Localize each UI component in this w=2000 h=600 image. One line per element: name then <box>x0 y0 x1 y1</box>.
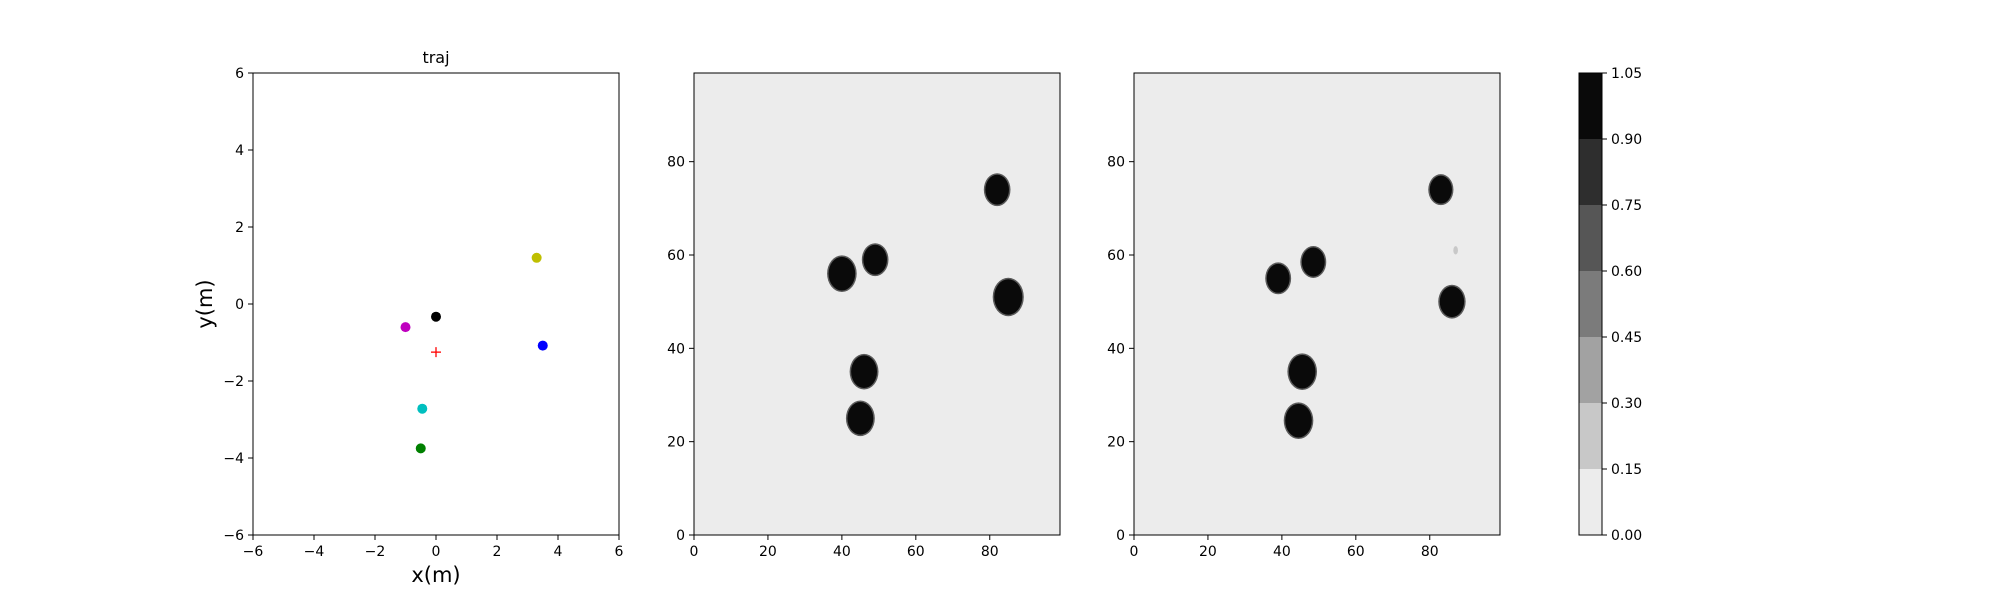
axis0-x-tick-label: 0 <box>432 544 441 560</box>
heatmap-2-y-ticks: 0 20 40 60 80 <box>1107 155 1134 544</box>
colorbar-bands <box>1579 73 1602 535</box>
colorbar-tick-label: 0.75 <box>1611 198 1642 214</box>
trajectory-panel: −6 −4 −2 0 2 4 6 −6 −4 −2 0 2 4 6 traj x(m) y(m) <box>193 48 624 587</box>
trajectory-point <box>431 311 441 322</box>
axis0-x-tick-label: −2 <box>365 544 386 560</box>
axis1-x-tick-label: 20 <box>759 544 777 560</box>
colorbar-tick-label: 0.30 <box>1611 396 1642 412</box>
axis1-y-tick-label: 80 <box>667 155 685 171</box>
colorbar-ticks: 0.00 0.15 0.30 0.45 0.60 0.75 0.90 1.05 <box>1602 66 1642 544</box>
trajectory-goal-marker <box>431 347 441 358</box>
trajectory-x-ticks: −6 −4 −2 0 2 4 6 <box>243 535 624 560</box>
axis2-x-tick-label: 20 <box>1199 544 1217 560</box>
colorbar-band <box>1579 271 1602 337</box>
heatmap-panel-1: 0 20 40 60 80 0 20 40 60 80 <box>667 72 1061 560</box>
trajectory-points <box>400 252 548 454</box>
colorbar-band <box>1579 205 1602 271</box>
colorbar-band <box>1579 139 1602 205</box>
obstacle <box>863 244 887 275</box>
axis0-y-tick-label: −2 <box>223 374 244 390</box>
axis2-y-tick-label: 0 <box>1116 528 1125 544</box>
colorbar-band <box>1579 73 1602 139</box>
heatmap-1-y-ticks: 0 20 40 60 80 <box>667 155 694 544</box>
axis0-x-tick-label: 6 <box>615 544 624 560</box>
trajectory-y-ticks: −6 −4 −2 0 2 4 6 <box>223 66 253 544</box>
axis0-x-tick-label: −6 <box>243 544 264 560</box>
obstacle <box>1285 403 1312 438</box>
axis2-y-tick-label: 80 <box>1107 155 1125 171</box>
colorbar-band <box>1579 403 1602 469</box>
axis1-y-tick-label: 20 <box>667 435 685 451</box>
trajectory-title: traj <box>422 48 449 67</box>
axis0-x-tick-label: 2 <box>493 544 502 560</box>
trajectory-point <box>531 252 542 263</box>
axis1-y-tick-label: 40 <box>667 341 685 357</box>
colorbar: 0.00 0.15 0.30 0.45 0.60 0.75 0.90 1.05 <box>1578 66 1642 544</box>
heatmap-panel-2: 0 20 40 60 80 0 20 40 60 80 <box>1107 72 1501 560</box>
obstacle <box>1301 247 1325 277</box>
axis2-y-tick-label: 20 <box>1107 435 1125 451</box>
colorbar-tick-label: 0.45 <box>1611 330 1642 346</box>
colorbar-tick-label: 1.05 <box>1611 66 1642 82</box>
obstacle <box>828 256 856 291</box>
axis0-x-tick-label: 4 <box>554 544 563 560</box>
trajectory-point <box>537 340 548 351</box>
axis0-x-tick-label: −4 <box>304 544 325 560</box>
heatmap-1-frame <box>693 72 1061 536</box>
trajectory-point <box>417 403 428 414</box>
axis2-x-tick-label: 0 <box>1130 544 1139 560</box>
axis1-y-tick-label: 60 <box>667 248 685 264</box>
axis0-y-tick-label: 4 <box>235 143 244 159</box>
obstacle <box>1439 286 1465 318</box>
colorbar-band <box>1579 469 1602 535</box>
colorbar-frame <box>1578 72 1603 536</box>
axis2-x-tick-label: 60 <box>1347 544 1365 560</box>
obstacle <box>1288 354 1316 389</box>
obstacle <box>994 279 1023 315</box>
colorbar-tick-label: 0.00 <box>1611 528 1642 544</box>
obstacle <box>985 174 1009 205</box>
axis1-x-tick-label: 0 <box>690 544 699 560</box>
heatmap-2-frame <box>1133 72 1501 536</box>
obstacle <box>851 355 877 388</box>
axis0-y-tick-label: 6 <box>235 66 244 82</box>
heatmap-1-obstacles <box>827 173 1024 437</box>
axis2-y-tick-label: 60 <box>1107 248 1125 264</box>
axis2-y-tick-label: 40 <box>1107 341 1125 357</box>
axis0-y-tick-label: 0 <box>235 297 244 313</box>
trajectory-y-axis-label: y(m) <box>193 279 217 328</box>
axis0-y-tick-label: −4 <box>223 451 244 467</box>
obstacle <box>1429 175 1452 204</box>
axis1-y-tick-label: 0 <box>676 528 685 544</box>
trajectory-point <box>415 443 426 454</box>
trajectory-point <box>400 322 411 333</box>
axis0-y-tick-label: 2 <box>235 220 244 236</box>
heatmap-2-obstacles <box>1265 174 1466 439</box>
axis0-y-tick-label: −6 <box>223 528 244 544</box>
trajectory-x-axis-label: x(m) <box>411 563 460 587</box>
axis1-x-tick-label: 60 <box>907 544 925 560</box>
axis2-x-tick-label: 40 <box>1273 544 1291 560</box>
obstacle <box>1266 263 1290 293</box>
heatmap-2-x-ticks: 0 20 40 60 80 <box>1130 535 1439 560</box>
colorbar-band <box>1579 337 1602 403</box>
heatmap-1-x-ticks: 0 20 40 60 80 <box>690 535 999 560</box>
colorbar-tick-label: 0.60 <box>1611 264 1642 280</box>
colorbar-tick-label: 0.90 <box>1611 132 1642 148</box>
obstacle-faint <box>1453 246 1458 255</box>
obstacle <box>847 402 874 435</box>
colorbar-tick-label: 0.15 <box>1611 462 1642 478</box>
axis2-x-tick-label: 80 <box>1421 544 1439 560</box>
axis1-x-tick-label: 40 <box>833 544 851 560</box>
trajectory-plot-area <box>252 72 620 536</box>
axis1-x-tick-label: 80 <box>981 544 999 560</box>
